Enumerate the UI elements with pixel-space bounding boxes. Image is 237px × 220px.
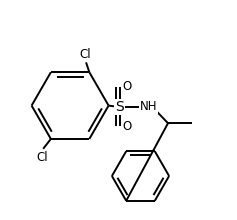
Text: NH: NH <box>139 100 157 113</box>
Text: Cl: Cl <box>79 48 91 60</box>
Text: O: O <box>123 120 132 133</box>
Text: Cl: Cl <box>36 151 48 164</box>
Text: O: O <box>123 80 132 94</box>
Text: S: S <box>115 100 124 114</box>
